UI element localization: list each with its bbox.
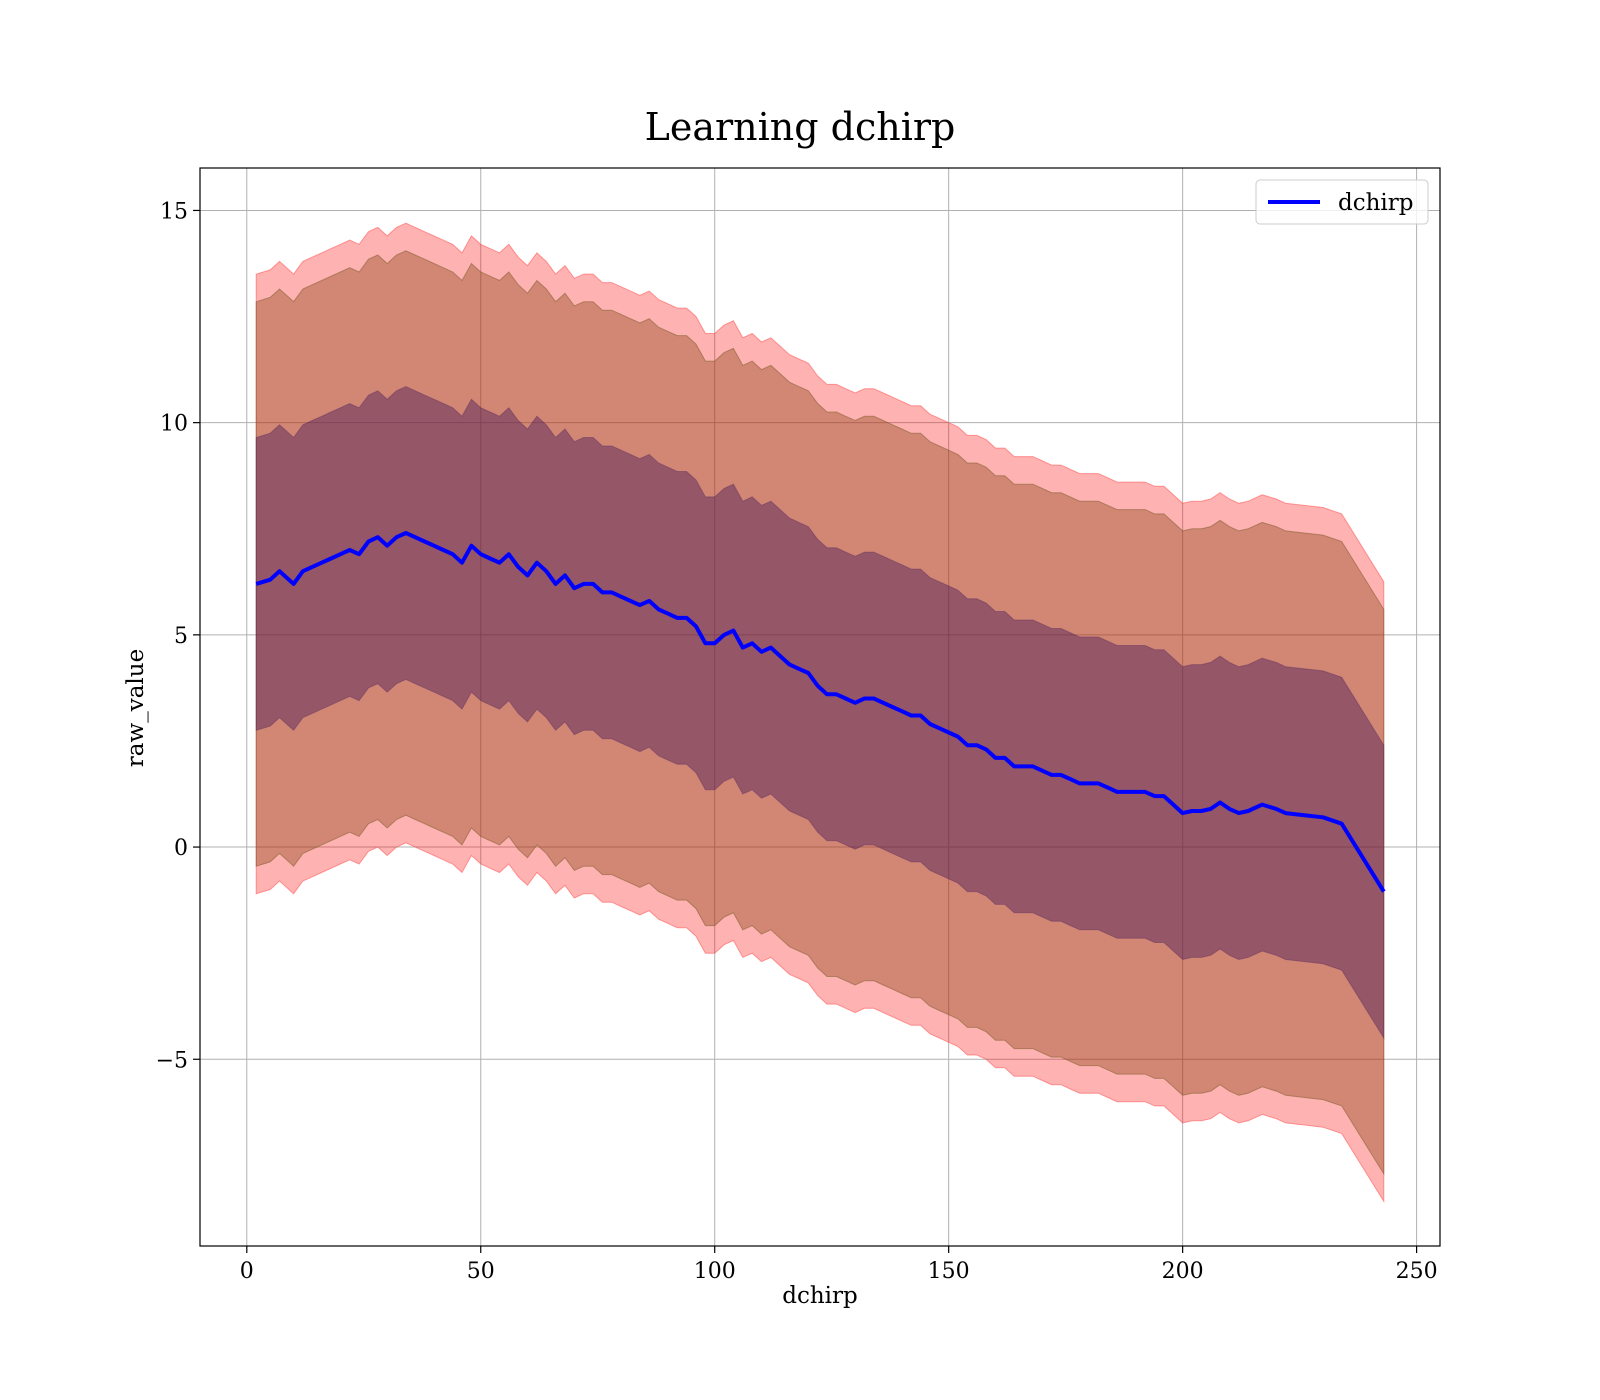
plot-frame <box>199 167 1441 1247</box>
y-axis-label: raw_value <box>123 649 149 767</box>
chart-title: Learning dchirp <box>645 105 956 149</box>
y-tick-label-2: 5 <box>174 624 188 649</box>
band-mid <box>255 250 1385 1176</box>
x-tick-label-0: 0 <box>240 1259 254 1284</box>
x-tick-label-2: 100 <box>694 1259 736 1284</box>
x-tick-label-5: 250 <box>1396 1259 1438 1284</box>
y-axis-ticks: −5 0 5 10 15 <box>156 199 200 1073</box>
x-tick-label-1: 50 <box>467 1259 495 1284</box>
y-tick-label-3: 10 <box>160 412 188 437</box>
grid <box>200 168 1440 1246</box>
legend: dchirp <box>1255 179 1429 225</box>
y-tick-label-0: −5 <box>156 1048 188 1073</box>
legend-box <box>1255 179 1429 225</box>
x-axis-label: dchirp <box>782 1283 858 1309</box>
legend-label-dchirp: dchirp <box>1338 190 1414 216</box>
x-tick-label-4: 200 <box>1162 1259 1204 1284</box>
series-lines <box>255 531 1386 893</box>
y-tick-label-4: 15 <box>160 199 188 224</box>
series-line-dchirp <box>255 531 1386 893</box>
x-axis-ticks: 0 50 100 150 200 250 <box>240 1246 1438 1284</box>
y-tick-label-1: 0 <box>174 836 188 861</box>
band-inner <box>255 386 1385 1040</box>
x-tick-label-3: 150 <box>928 1259 970 1284</box>
confidence-bands <box>255 222 1385 1204</box>
band-outer <box>255 222 1385 1204</box>
